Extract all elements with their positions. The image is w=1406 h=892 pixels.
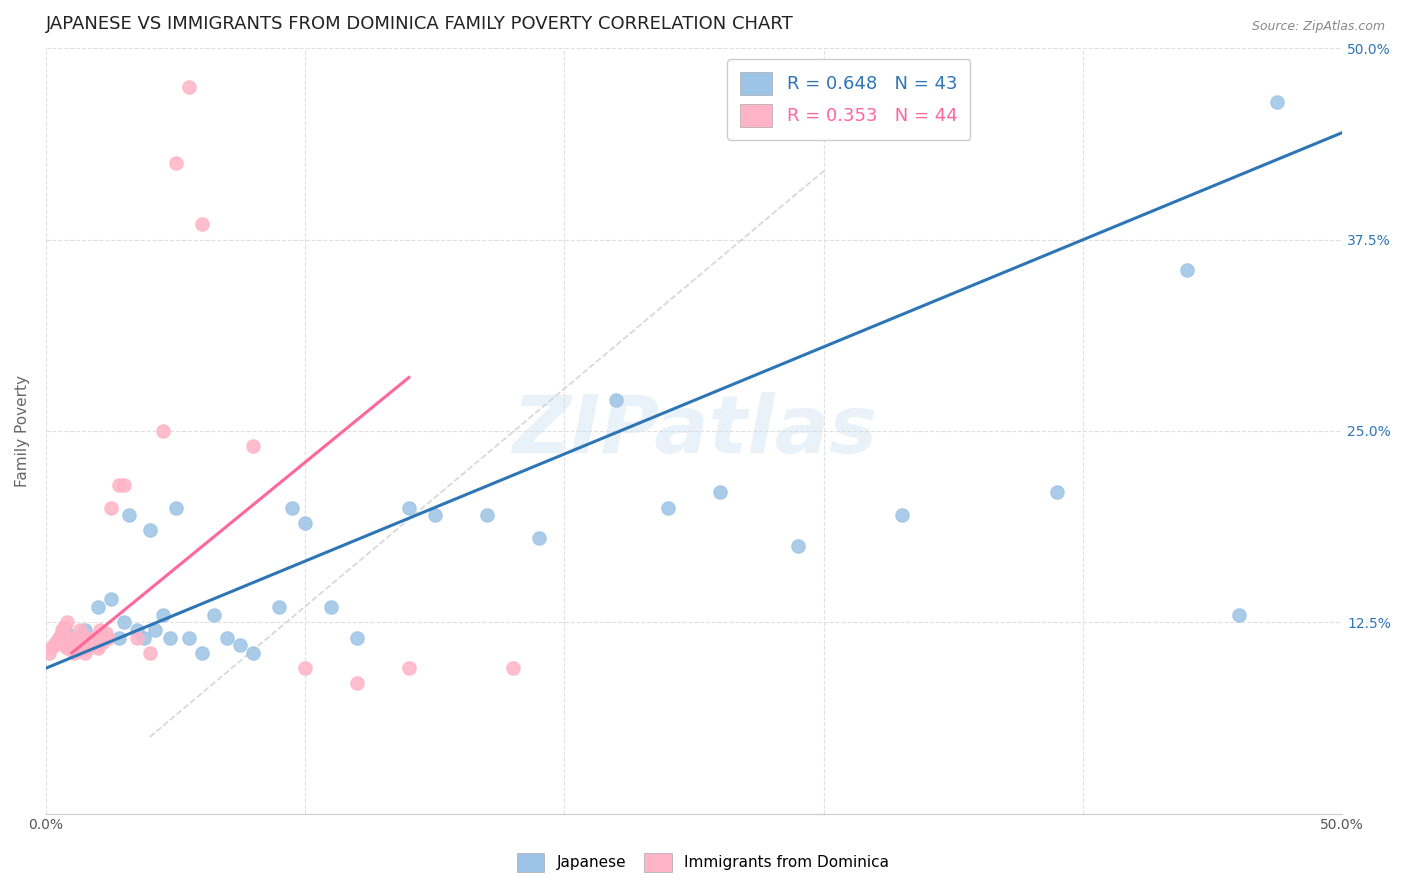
- Text: JAPANESE VS IMMIGRANTS FROM DOMINICA FAMILY POVERTY CORRELATION CHART: JAPANESE VS IMMIGRANTS FROM DOMINICA FAM…: [46, 15, 794, 33]
- Point: [1175, 263, 1198, 277]
- Point: [657, 500, 679, 515]
- Point: [87, 599, 110, 614]
- Point: [94, 626, 117, 640]
- Point: [269, 599, 291, 614]
- Text: ZIPatlas: ZIPatlas: [512, 392, 876, 470]
- Point: [118, 508, 141, 523]
- Point: [53, 638, 76, 652]
- Point: [143, 623, 166, 637]
- Text: Source: ZipAtlas.com: Source: ZipAtlas.com: [1251, 20, 1385, 33]
- Point: [73, 646, 96, 660]
- Point: [55, 615, 77, 630]
- Point: [502, 661, 524, 675]
- Point: [159, 631, 181, 645]
- Legend: Japanese, Immigrants from Dominica: Japanese, Immigrants from Dominica: [509, 845, 897, 880]
- Point: [66, 641, 89, 656]
- Point: [229, 638, 252, 652]
- Point: [165, 500, 187, 515]
- Point: [66, 631, 89, 645]
- Point: [346, 676, 368, 690]
- Point: [55, 626, 77, 640]
- Point: [242, 439, 264, 453]
- Point: [51, 626, 73, 640]
- Point: [217, 631, 239, 645]
- Point: [91, 631, 114, 645]
- Point: [79, 631, 101, 645]
- Point: [152, 607, 174, 622]
- Point: [72, 631, 94, 645]
- Point: [177, 631, 200, 645]
- Y-axis label: Family Poverty: Family Poverty: [15, 375, 30, 487]
- Point: [138, 524, 160, 538]
- Point: [1267, 95, 1289, 109]
- Point: [100, 500, 122, 515]
- Point: [60, 638, 83, 652]
- Point: [55, 641, 77, 656]
- Point: [527, 531, 550, 545]
- Point: [97, 631, 120, 645]
- Point: [134, 631, 156, 645]
- Point: [125, 623, 148, 637]
- Point: [53, 620, 76, 634]
- Point: [45, 635, 67, 649]
- Point: [89, 623, 111, 637]
- Point: [82, 635, 104, 649]
- Point: [58, 638, 80, 652]
- Point: [398, 661, 420, 675]
- Point: [48, 631, 70, 645]
- Point: [112, 615, 135, 630]
- Point: [138, 646, 160, 660]
- Point: [605, 393, 627, 408]
- Point: [38, 646, 60, 660]
- Point: [177, 79, 200, 94]
- Point: [346, 631, 368, 645]
- Point: [107, 631, 129, 645]
- Point: [204, 607, 226, 622]
- Point: [152, 424, 174, 438]
- Point: [42, 638, 65, 652]
- Point: [112, 477, 135, 491]
- Point: [82, 638, 104, 652]
- Point: [48, 631, 70, 645]
- Point: [73, 623, 96, 637]
- Point: [51, 623, 73, 637]
- Legend: R = 0.648   N = 43, R = 0.353   N = 44: R = 0.648 N = 43, R = 0.353 N = 44: [727, 59, 970, 140]
- Point: [125, 631, 148, 645]
- Point: [398, 500, 420, 515]
- Point: [165, 156, 187, 170]
- Point: [60, 631, 83, 645]
- Point: [709, 485, 731, 500]
- Point: [475, 508, 498, 523]
- Point: [294, 516, 316, 530]
- Point: [76, 635, 98, 649]
- Point: [321, 599, 343, 614]
- Point: [84, 631, 107, 645]
- Point: [890, 508, 912, 523]
- Point: [73, 641, 96, 656]
- Point: [281, 500, 304, 515]
- Point: [69, 623, 91, 637]
- Point: [190, 218, 212, 232]
- Point: [1046, 485, 1069, 500]
- Point: [190, 646, 212, 660]
- Point: [1227, 607, 1250, 622]
- Point: [786, 539, 808, 553]
- Point: [294, 661, 316, 675]
- Point: [91, 635, 114, 649]
- Point: [87, 641, 110, 656]
- Point: [100, 592, 122, 607]
- Point: [39, 641, 62, 656]
- Point: [63, 646, 86, 660]
- Point: [242, 646, 264, 660]
- Point: [107, 477, 129, 491]
- Point: [87, 638, 110, 652]
- Point: [60, 635, 83, 649]
- Point: [423, 508, 446, 523]
